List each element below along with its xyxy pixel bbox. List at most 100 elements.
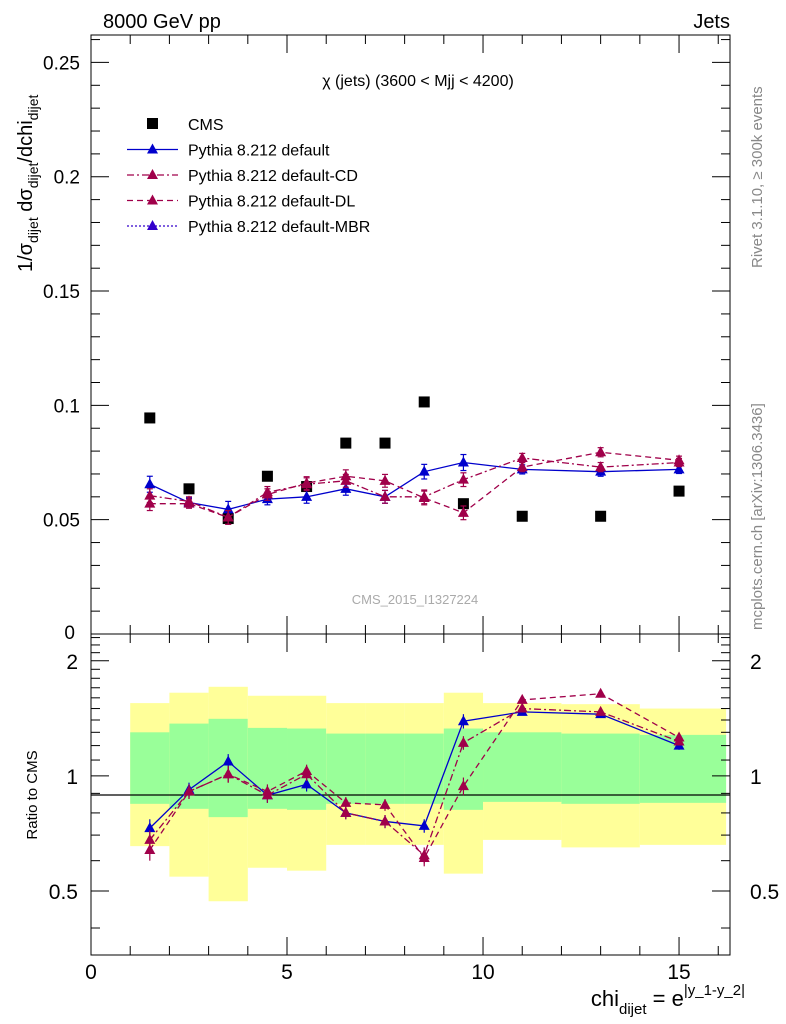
main-y-tick-label: 0.1 — [54, 396, 80, 417]
series-marker — [516, 461, 528, 472]
series-cms — [144, 396, 685, 525]
legend-label: CMS — [188, 117, 224, 134]
ratio-series-marker — [340, 806, 352, 817]
ratio-series-pythia-8-212-default-dl — [144, 687, 685, 867]
legend-marker — [147, 194, 158, 205]
series-line — [149, 461, 680, 511]
ratio-y-tick-label-right: 0.5 — [750, 881, 779, 904]
main-y-tick-label: 0.05 — [43, 511, 80, 532]
legend-item: CMS — [147, 117, 224, 134]
legend-item: Pythia 8.212 default-CD — [127, 168, 358, 185]
series-pythia-8-212-default-dl — [144, 446, 685, 525]
series-marker — [261, 488, 273, 499]
energy-label: 8000 GeV pp — [103, 11, 221, 33]
series-marker — [183, 497, 195, 508]
ratio-series-marker — [222, 755, 234, 766]
ratio-series-marker — [261, 785, 273, 796]
series-marker — [418, 465, 430, 476]
legend-item: Pythia 8.212 default — [127, 143, 330, 160]
ratio-panel: 0.5 0.5 1 1 2 2 0 5 10 15 Ratio to CMS chidijet =… — [24, 633, 779, 1018]
series-marker — [516, 451, 528, 462]
ratio-y-axis-label: Ratio to CMS — [24, 750, 41, 839]
main-panel: χ (jets) (3600 < Mjj < 4200) CMS_2015_I1… — [15, 34, 731, 644]
cms-data-point — [340, 437, 352, 449]
ratio-series-marker — [144, 843, 156, 854]
series-marker — [673, 463, 685, 474]
ratio-y-tick-label: 2 — [66, 651, 78, 674]
ratio-y-tick-label: 0.5 — [49, 881, 78, 904]
legend: CMS Pythia 8.212 default Pythia 8.212 defa… — [127, 117, 370, 236]
legend-marker — [147, 169, 158, 179]
ratio-series-marker — [379, 815, 391, 826]
cms-data-point — [595, 510, 607, 522]
uncertainty-band-inner — [130, 732, 170, 804]
legend-label: Pythia 8.212 default-CD — [188, 168, 358, 185]
rivet-version-label: Rivet 3.1.10, ≥ 300k events — [749, 86, 766, 268]
main-y-tick-label: 0.2 — [54, 168, 80, 189]
cms-data-point — [183, 483, 195, 495]
chart-title: χ (jets) (3600 < Mjj < 4200) — [322, 73, 514, 90]
series-pythia-8-212-default — [144, 453, 685, 519]
ratio-series-marker — [379, 798, 391, 809]
legend-label: Pythia 8.212 default — [188, 143, 330, 160]
x-axis-label: chidijet = e|y_1-y_2| — [591, 982, 745, 1018]
main-y-axis-label: 1/σdijet dσdijet/dchidijet — [15, 95, 41, 272]
ratio-y-tick-label: 1 — [66, 766, 78, 789]
ratio-series-line — [149, 707, 680, 857]
uncertainty-band-inner — [561, 733, 640, 804]
cms-data-point — [144, 412, 156, 424]
uncertainty-band-inner — [639, 734, 727, 803]
ratio-series-marker — [457, 736, 469, 747]
cms-data-point — [457, 498, 469, 510]
process-label: Jets — [693, 11, 730, 33]
x-tick-label: 15 — [667, 961, 690, 984]
ratio-series-marker — [301, 778, 313, 789]
series-marker — [144, 478, 156, 489]
uncertainty-band-inner — [365, 733, 405, 804]
x-tick-label: 0 — [85, 961, 97, 984]
ratio-series-marker — [516, 702, 528, 713]
ratio-y-tick-label-right: 2 — [750, 651, 762, 674]
ratio-series-line — [149, 711, 680, 829]
series-marker — [301, 477, 313, 488]
cms-data-point — [261, 470, 273, 482]
ratio-series-marker — [516, 693, 528, 704]
mcplots-reference-label: mcplots.cern.ch [arXiv:1306.3436] — [749, 403, 766, 630]
series-marker — [222, 511, 234, 522]
ratio-series-marker — [595, 687, 607, 698]
uncertainty-band-inner — [326, 733, 366, 804]
legend-marker — [147, 143, 158, 154]
ratio-series-marker — [222, 768, 234, 779]
legend-marker — [147, 220, 158, 230]
uncertainty-band-inner — [404, 733, 444, 804]
analysis-watermark: CMS_2015_I1327224 — [352, 592, 479, 607]
ratio-series-marker — [340, 796, 352, 807]
ratio-series-marker — [183, 785, 195, 796]
ratio-series-marker — [457, 715, 469, 726]
main-frame — [90, 34, 731, 635]
cms-data-point — [673, 485, 685, 497]
series-marker — [379, 490, 391, 501]
cms-data-point — [418, 396, 430, 408]
main-y-tick-label: 0.25 — [43, 53, 80, 74]
series-marker — [457, 456, 469, 467]
series-marker — [673, 454, 685, 465]
series-line — [149, 457, 680, 519]
legend-marker — [147, 118, 158, 129]
main-y-zero-label: 0 — [64, 623, 75, 644]
series-marker — [418, 491, 430, 502]
ratio-series-marker — [418, 819, 430, 830]
ratio-series-marker — [595, 705, 607, 716]
legend-item: Pythia 8.212 default-MBR — [127, 219, 370, 236]
series-marker — [595, 446, 607, 457]
legend-item: Pythia 8.212 default-DL — [127, 194, 355, 211]
ratio-series-marker — [673, 731, 685, 742]
ratio-series-marker — [418, 851, 430, 862]
x-tick-label: 10 — [471, 961, 494, 984]
legend-label: Pythia 8.212 default-DL — [188, 194, 355, 211]
ratio-series-line — [149, 693, 680, 860]
ratio-series-marker — [144, 833, 156, 844]
cms-data-point — [516, 510, 528, 522]
series-marker — [340, 482, 352, 493]
